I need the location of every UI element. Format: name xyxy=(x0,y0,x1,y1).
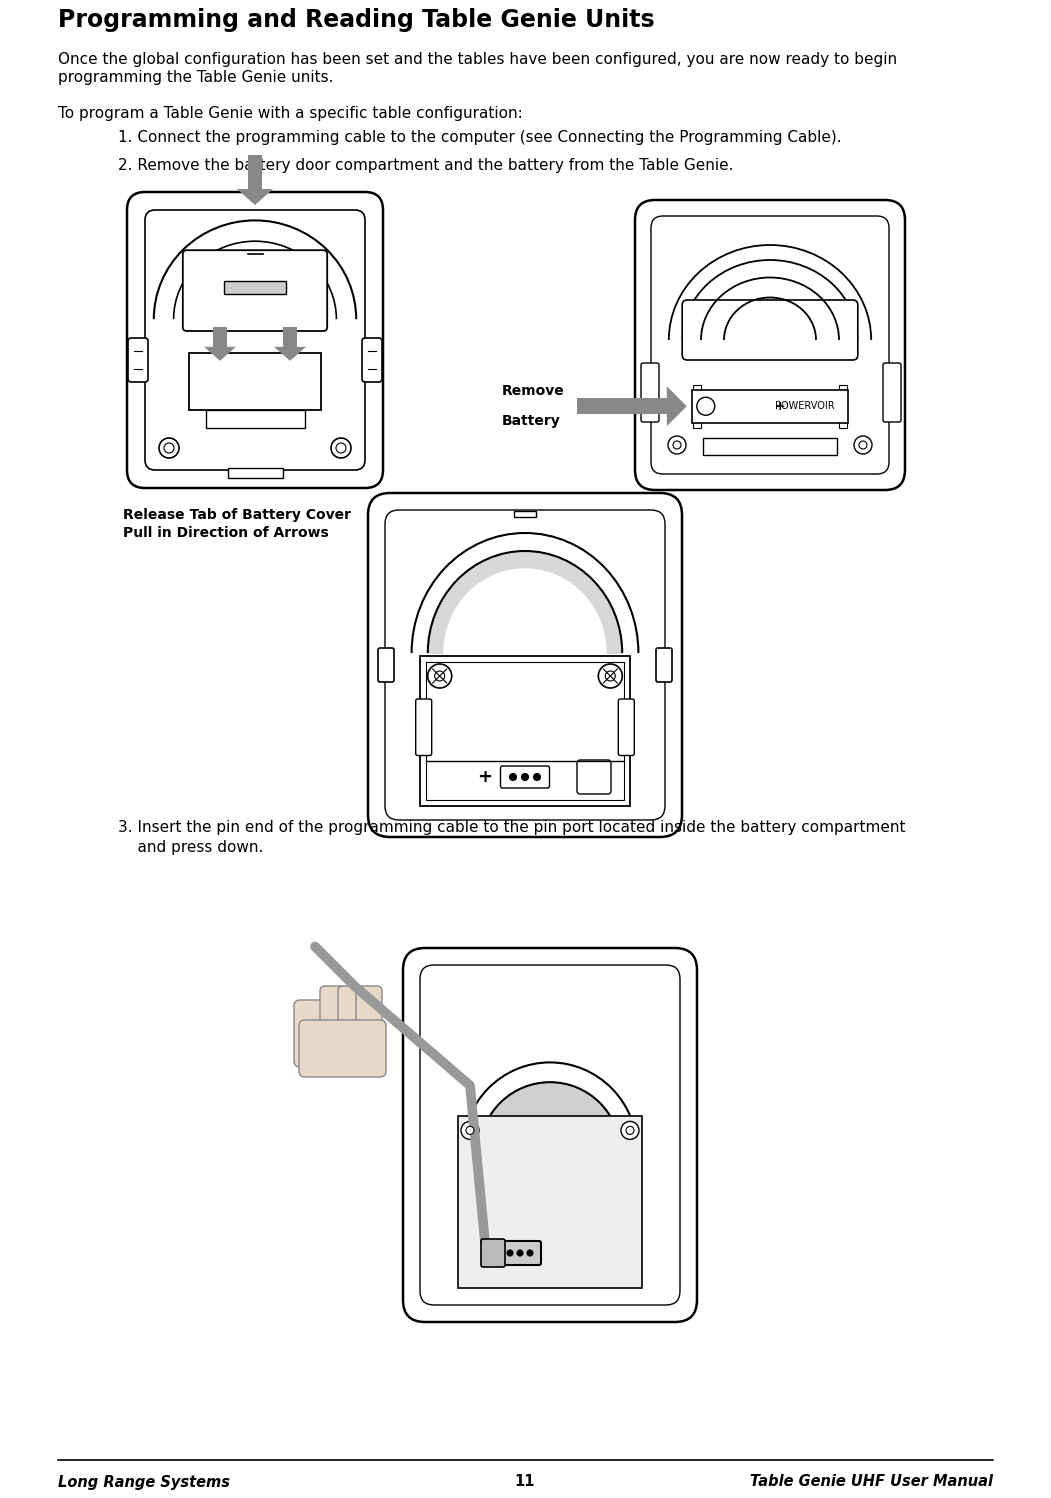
FancyBboxPatch shape xyxy=(127,192,383,488)
FancyBboxPatch shape xyxy=(294,1001,331,1067)
FancyBboxPatch shape xyxy=(656,649,672,682)
Bar xyxy=(693,385,701,427)
Text: Release Tab of Battery Cover: Release Tab of Battery Cover xyxy=(123,508,351,521)
Polygon shape xyxy=(428,551,622,653)
Text: +: + xyxy=(775,400,785,413)
FancyBboxPatch shape xyxy=(883,363,901,422)
Bar xyxy=(839,385,847,427)
Circle shape xyxy=(331,437,351,458)
Circle shape xyxy=(668,436,686,454)
FancyBboxPatch shape xyxy=(618,700,635,755)
Circle shape xyxy=(164,443,174,452)
Circle shape xyxy=(435,671,445,682)
Text: +: + xyxy=(477,768,493,786)
Circle shape xyxy=(854,436,872,454)
Text: Long Range Systems: Long Range Systems xyxy=(58,1474,230,1489)
Bar xyxy=(514,511,536,517)
Polygon shape xyxy=(248,154,262,189)
Bar xyxy=(189,354,321,410)
Circle shape xyxy=(605,671,615,682)
FancyBboxPatch shape xyxy=(420,965,680,1305)
FancyBboxPatch shape xyxy=(682,300,858,360)
Circle shape xyxy=(510,773,516,780)
FancyBboxPatch shape xyxy=(500,765,550,788)
Polygon shape xyxy=(236,189,273,205)
Circle shape xyxy=(626,1126,634,1134)
FancyBboxPatch shape xyxy=(368,493,682,837)
FancyBboxPatch shape xyxy=(145,210,365,470)
FancyBboxPatch shape xyxy=(128,339,148,382)
Polygon shape xyxy=(283,327,297,348)
Polygon shape xyxy=(204,348,236,361)
FancyBboxPatch shape xyxy=(338,986,364,1046)
Bar xyxy=(419,656,631,806)
Text: and press down.: and press down. xyxy=(118,840,264,855)
Polygon shape xyxy=(480,1082,620,1152)
Circle shape xyxy=(159,437,179,458)
Circle shape xyxy=(517,1249,523,1255)
Text: Battery: Battery xyxy=(501,415,560,428)
Polygon shape xyxy=(577,398,666,415)
Bar xyxy=(703,437,837,455)
Polygon shape xyxy=(274,348,306,361)
FancyBboxPatch shape xyxy=(298,1020,386,1077)
Text: Table Genie UHF User Manual: Table Genie UHF User Manual xyxy=(750,1474,993,1489)
Circle shape xyxy=(507,1249,513,1255)
Text: Remove: Remove xyxy=(501,385,564,398)
Circle shape xyxy=(598,664,622,688)
FancyBboxPatch shape xyxy=(635,201,905,490)
Polygon shape xyxy=(724,298,816,340)
Polygon shape xyxy=(213,327,227,348)
Text: Once the global configuration has been set and the tables have been configured, : Once the global configuration has been s… xyxy=(58,52,898,67)
Text: 3. Insert the pin end of the programming cable to the pin port located inside th: 3. Insert the pin end of the programming… xyxy=(118,819,906,834)
Circle shape xyxy=(621,1122,639,1140)
Circle shape xyxy=(673,440,681,449)
Bar xyxy=(206,410,305,428)
Circle shape xyxy=(461,1122,479,1140)
FancyBboxPatch shape xyxy=(403,948,697,1323)
Circle shape xyxy=(527,1249,533,1255)
Polygon shape xyxy=(666,386,686,427)
Text: 1. Connect the programming cable to the computer (see Connecting the Programming: 1. Connect the programming cable to the … xyxy=(118,130,842,145)
Circle shape xyxy=(534,773,540,780)
Bar xyxy=(426,662,624,800)
Text: 2. Remove the battery door compartment and the battery from the Table Genie.: 2. Remove the battery door compartment a… xyxy=(118,157,734,172)
FancyBboxPatch shape xyxy=(651,216,889,473)
Text: programming the Table Genie units.: programming the Table Genie units. xyxy=(58,70,333,85)
FancyBboxPatch shape xyxy=(362,339,382,382)
FancyBboxPatch shape xyxy=(378,649,394,682)
Polygon shape xyxy=(444,569,606,653)
Text: Pull in Direction of Arrows: Pull in Direction of Arrows xyxy=(123,526,329,539)
Bar xyxy=(224,282,286,294)
Text: To program a Table Genie with a specific table configuration:: To program a Table Genie with a specific… xyxy=(58,106,522,121)
FancyBboxPatch shape xyxy=(499,1240,541,1264)
Circle shape xyxy=(336,443,346,452)
FancyBboxPatch shape xyxy=(481,1239,504,1267)
FancyBboxPatch shape xyxy=(183,250,327,331)
Circle shape xyxy=(521,773,529,780)
Text: POWERVOIR: POWERVOIR xyxy=(776,401,834,412)
FancyBboxPatch shape xyxy=(385,509,665,819)
FancyBboxPatch shape xyxy=(577,759,611,794)
Circle shape xyxy=(466,1126,474,1134)
FancyBboxPatch shape xyxy=(356,986,382,1046)
Bar xyxy=(458,1116,642,1288)
FancyBboxPatch shape xyxy=(416,700,432,755)
FancyBboxPatch shape xyxy=(641,363,659,422)
Text: Programming and Reading Table Genie Units: Programming and Reading Table Genie Unit… xyxy=(58,7,655,31)
Bar xyxy=(692,389,848,422)
FancyBboxPatch shape xyxy=(320,986,346,1046)
Circle shape xyxy=(697,397,715,415)
Bar xyxy=(227,467,283,478)
Circle shape xyxy=(859,440,867,449)
Circle shape xyxy=(428,664,452,688)
Text: 11: 11 xyxy=(515,1474,535,1489)
